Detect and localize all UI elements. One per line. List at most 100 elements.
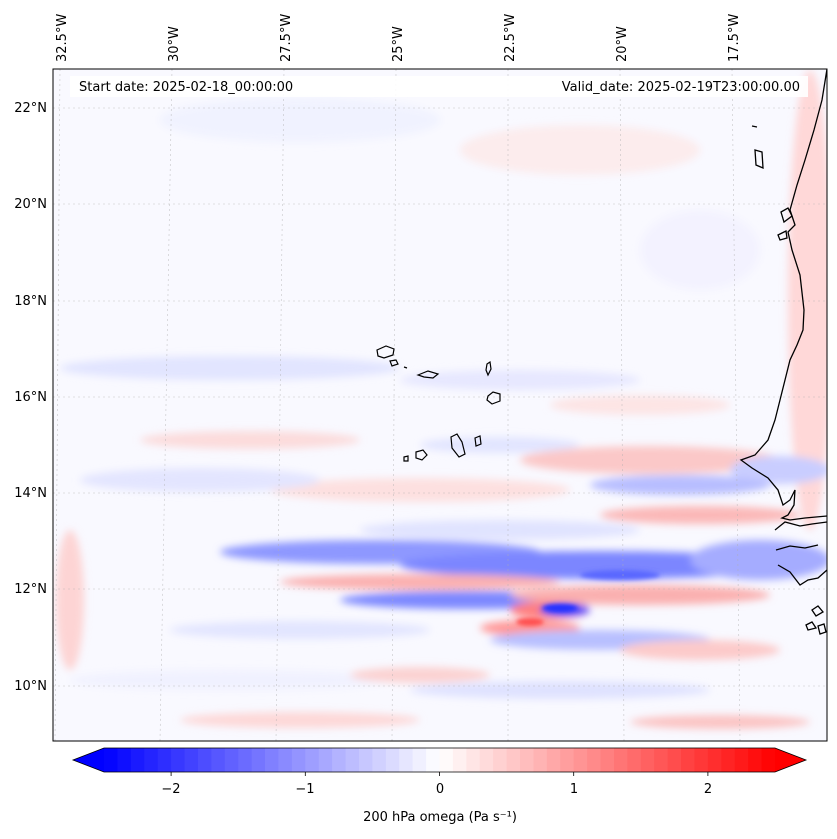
colorbar-cell — [506, 748, 521, 772]
colorbar-cell — [117, 748, 132, 772]
colorbar-cell — [721, 748, 736, 772]
lat-label-20n: 20°N — [14, 197, 47, 212]
colorbar-tick-label-1: 1 — [570, 782, 578, 797]
colorbar-cell — [613, 748, 628, 772]
colorbar-cell — [466, 748, 481, 772]
colorbar-cell — [707, 748, 722, 772]
colorbar-cell — [372, 748, 387, 772]
coast-north-islet-4 — [751, 125, 758, 128]
colorbar-cell — [211, 748, 226, 772]
colorbar-outline — [71, 747, 808, 773]
colorbar-cell — [681, 748, 696, 772]
island-boa-vista — [486, 391, 501, 405]
colorbar-cell — [546, 748, 561, 772]
lon-label-27-5w: 27.5°W — [279, 14, 294, 62]
colorbar-cell — [305, 748, 320, 772]
valid-date-text: Valid_date: 2025-02-19T23:00:00.00 — [562, 80, 800, 95]
lon-label-32-5w: 32.5°W — [55, 14, 70, 62]
colorbar-cell — [238, 748, 253, 772]
colorbar-cell — [399, 748, 414, 772]
start-date-text: Start date: 2025-02-18_00:00:00 — [79, 80, 293, 95]
colorbar-cell — [654, 748, 669, 772]
colorbar-cell — [479, 748, 494, 772]
colorbar-cell — [627, 748, 642, 772]
colorbar-cell — [520, 748, 535, 772]
coast-gambia — [775, 544, 819, 551]
colorbar-ticks — [170, 772, 709, 776]
african-coastline — [739, 69, 827, 635]
colorbar-cell — [251, 748, 266, 772]
colorbar: −2 −1 0 1 2 200 hPa omega (Pa s⁻¹) — [71, 747, 808, 825]
map-panel — [53, 69, 827, 741]
colorbar-cell — [291, 748, 306, 772]
colorbar-cell — [197, 748, 212, 772]
colorbar-cell — [157, 748, 172, 772]
lon-label-20w: 20°W — [615, 26, 630, 62]
island-brava — [403, 455, 409, 462]
island-santo-antao — [376, 345, 395, 359]
colorbar-cell — [144, 748, 159, 772]
colorbar-cell — [265, 748, 280, 772]
graticule — [53, 69, 827, 741]
island-maio — [474, 435, 482, 447]
lon-label-22-5w: 22.5°W — [503, 14, 518, 62]
island-fogo — [415, 449, 428, 461]
coast-bissagos — [805, 605, 827, 635]
colorbar-cell — [694, 748, 709, 772]
colorbar-cell — [332, 748, 347, 772]
coast-senegal-detail — [774, 521, 827, 531]
colorbar-cell — [224, 748, 239, 772]
lon-label-25w: 25°W — [391, 26, 406, 62]
colorbar-cell — [452, 748, 467, 772]
colorbar-cell — [667, 748, 682, 772]
colorbar-cell — [171, 748, 186, 772]
island-sao-nicolau — [416, 370, 440, 379]
map-frame — [52, 68, 828, 742]
colorbar-extend-low — [73, 748, 104, 772]
longitude-labels: 32.5°W 30°W 27.5°W 25°W 22.5°W 20°W 17.5… — [55, 14, 742, 62]
colorbar-tick-label-neg2: −2 — [161, 782, 180, 797]
colorbar-label: 200 hPa omega (Pa s⁻¹) — [363, 810, 517, 825]
coast-guinea-bissau — [777, 564, 827, 586]
colorbar-cell — [493, 748, 508, 772]
colorbar-cell — [426, 748, 441, 772]
colorbar-cell — [640, 748, 655, 772]
colorbar-tick-label-2: 2 — [704, 782, 712, 797]
colorbar-cell — [278, 748, 293, 772]
colorbar-cell — [104, 748, 119, 772]
lat-label-12n: 12°N — [14, 582, 47, 597]
colorbar-tick-label-0: 0 — [436, 782, 444, 797]
latitude-labels: 22°N 20°N 18°N 16°N 14°N 12°N 10°N — [14, 101, 47, 694]
colorbar-cell — [130, 748, 145, 772]
colorbar-extend-high — [775, 748, 806, 772]
colorbar-cell — [573, 748, 588, 772]
colorbar-cell — [318, 748, 333, 772]
coast-north-islet-2 — [780, 207, 793, 224]
colorbar-cell — [734, 748, 749, 772]
colorbar-cell — [385, 748, 400, 772]
colorbar-cell — [560, 748, 575, 772]
lat-label-22n: 22°N — [14, 101, 47, 116]
lon-label-30w: 30°W — [167, 26, 182, 62]
coast-north-islet-1 — [754, 149, 764, 170]
colorbar-tick-label-neg1: −1 — [295, 782, 314, 797]
lat-label-18n: 18°N — [14, 294, 47, 309]
colorbar-cell — [184, 748, 199, 772]
colorbar-cell — [358, 748, 373, 772]
island-santiago — [450, 433, 466, 458]
cape-verde-islands — [376, 345, 501, 462]
coast-north-islet-3 — [777, 230, 788, 241]
colorbar-cell — [587, 748, 602, 772]
colorbar-cell — [600, 748, 615, 772]
colorbar-cell — [439, 748, 454, 772]
island-sal — [485, 360, 492, 377]
lon-label-17-5w: 17.5°W — [727, 14, 742, 62]
colorbar-cell — [748, 748, 763, 772]
lat-label-14n: 14°N — [14, 486, 47, 501]
colorbar-cell — [533, 748, 548, 772]
colorbar-cell — [761, 748, 776, 772]
omega-field — [56, 70, 827, 729]
colorbar-cells — [104, 748, 776, 772]
island-sao-vicente — [389, 359, 399, 367]
